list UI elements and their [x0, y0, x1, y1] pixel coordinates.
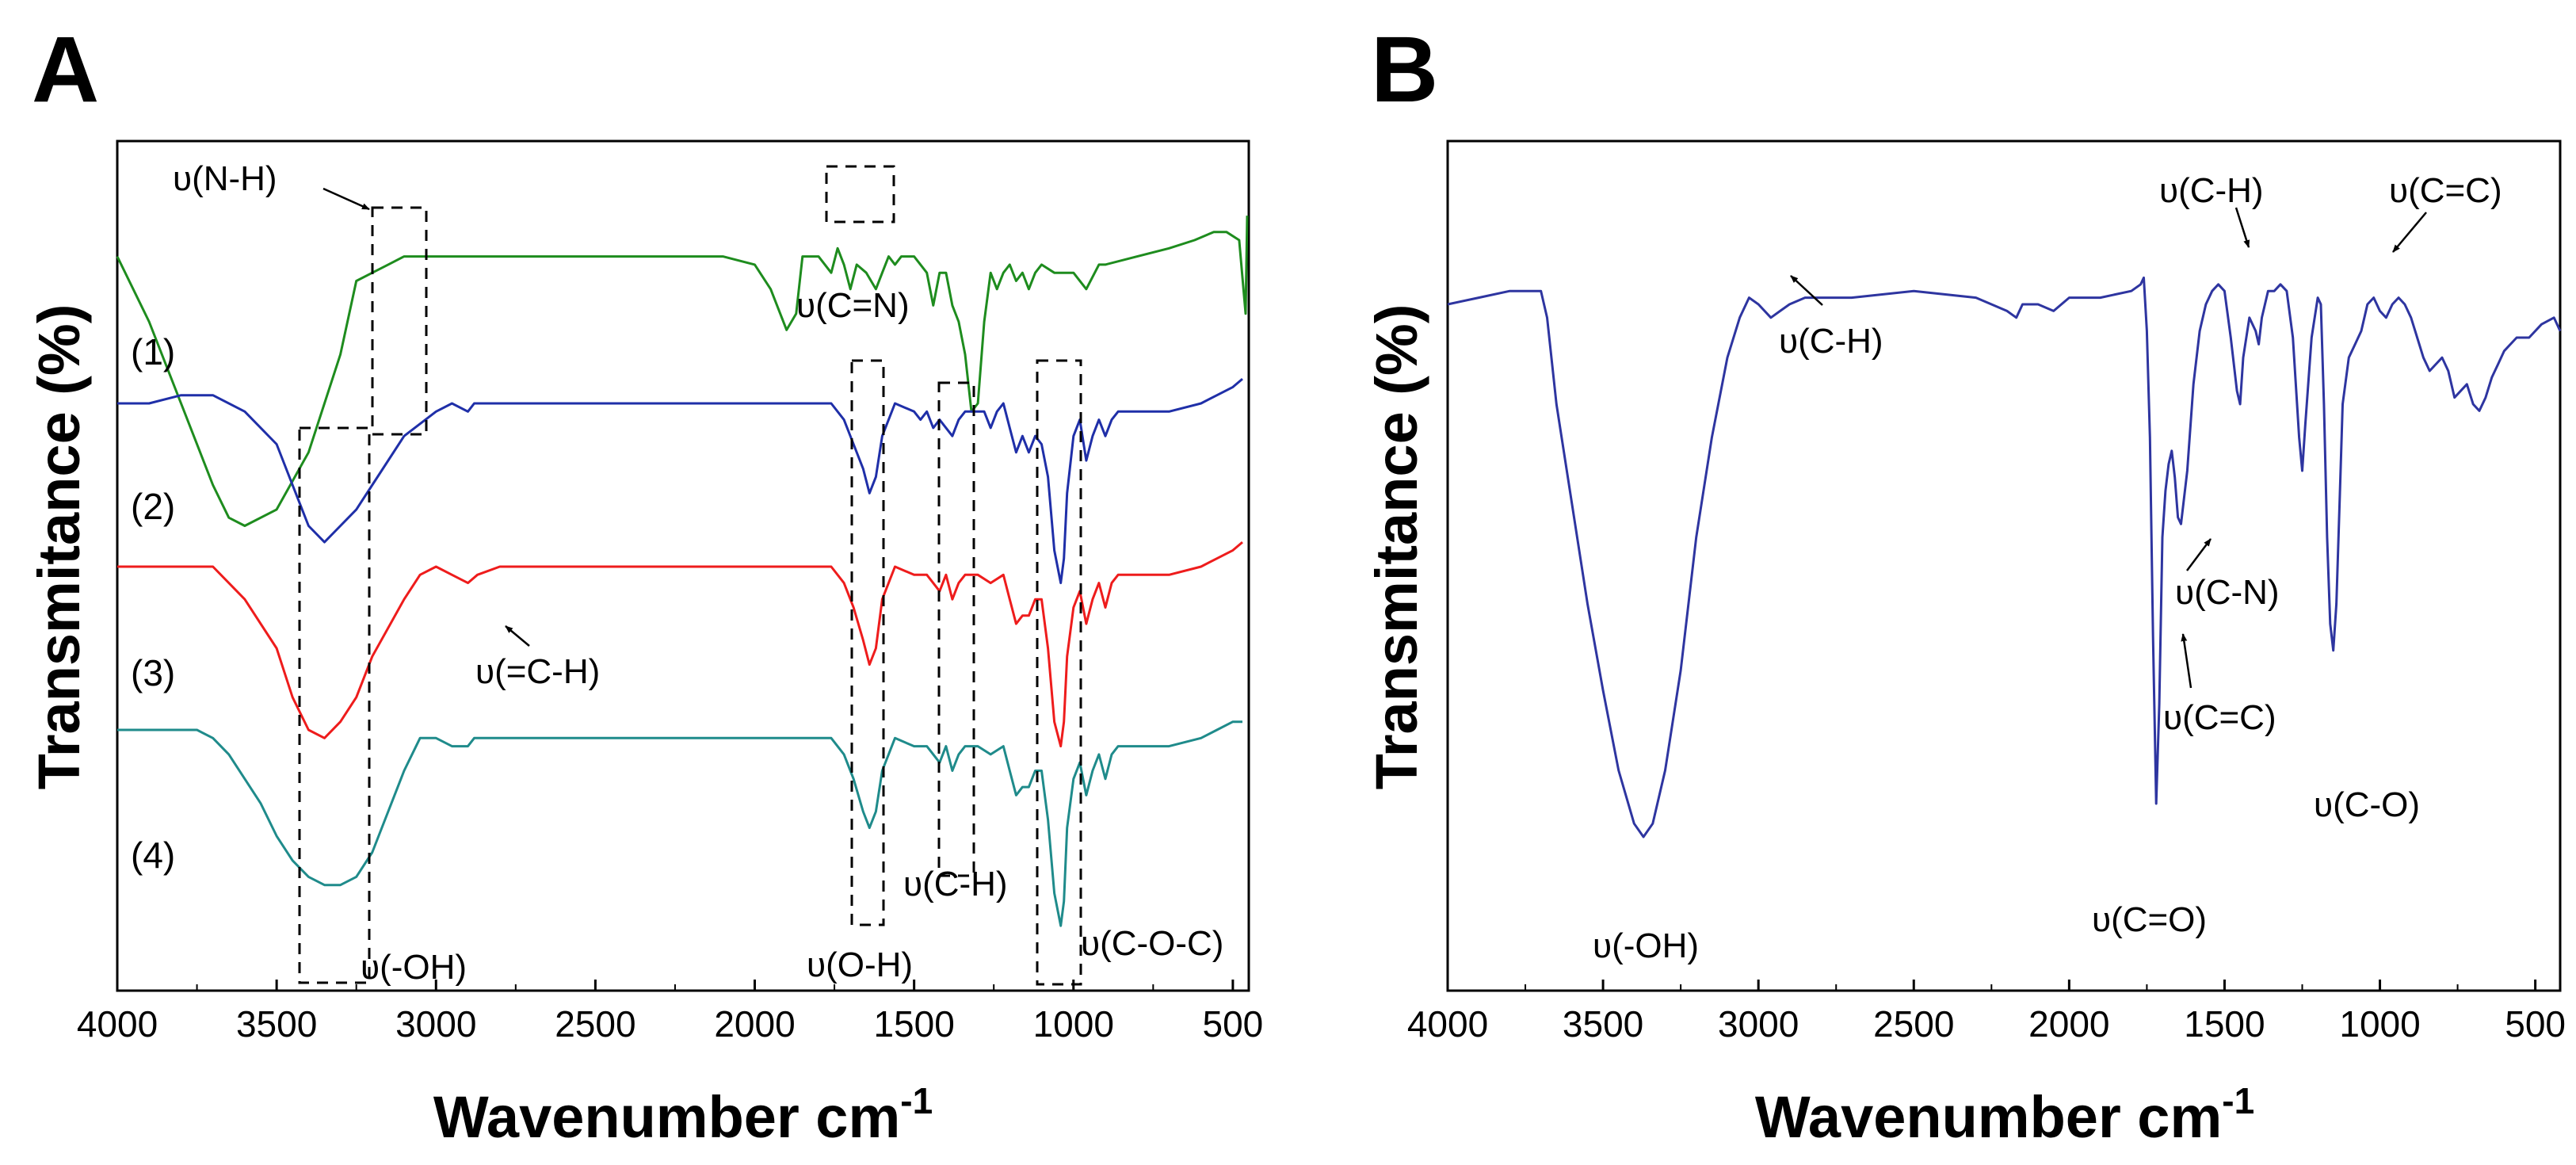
box-nh: [371, 206, 428, 436]
panel-b-x-tick-label: 1500: [2184, 1003, 2265, 1045]
box-cn: [825, 165, 895, 223]
panel-b-x-tick-label: 500: [2505, 1003, 2566, 1045]
annot-b-c-eq-o: υ(C=O): [2092, 900, 2207, 939]
panel-a-dashed-boxes: [298, 165, 1082, 986]
panel-b-x-axis-sup: -1: [2222, 1080, 2254, 1121]
panel-a-series-line-4: [117, 720, 1242, 927]
arrow-n-h: [322, 187, 370, 211]
box-o-h: [850, 359, 885, 926]
panel-a-x-axis-title: Wavenumber cm-1: [433, 1080, 933, 1150]
panel-a-letter: A: [32, 17, 99, 122]
panel-a: A Transmitance (%) 4000 3500 3000 2500 2000 1…: [26, 17, 1263, 1150]
arrow-b-c-c-mid: [2181, 633, 2192, 689]
annot-eq-c-h: υ(=C-H): [475, 652, 600, 691]
panel-a-series-line-2: [117, 377, 1243, 585]
panel-b-letter: B: [1371, 17, 1438, 122]
panel-b-x-axis-title: Wavenumber cm-1: [1755, 1080, 2254, 1150]
annot-b-oh: υ(-OH): [1593, 926, 1699, 965]
panel-b: B Transmitance (%) 4000 3500 3000 2500 2000 1…: [1364, 17, 2566, 1150]
panel-a-x-tick-label: 500: [1203, 1003, 1264, 1045]
panel-b-x-tick-label: 2500: [1873, 1003, 1954, 1045]
panel-b-series: [1447, 276, 2562, 838]
panel-a-series-line-3: [117, 540, 1243, 748]
panel-a-x-ticks: 4000 3500 3000 2500 2000 1500 1000 500: [77, 980, 1263, 1045]
annot-b-c-c-right: υ(C=C): [2389, 171, 2502, 210]
series-label-2: (2): [131, 486, 175, 527]
panel-a-series-line-1: [116, 216, 1249, 527]
series-label-1: (1): [131, 331, 175, 372]
annot-oh: υ(-OH): [361, 948, 467, 987]
panel-a-x-tick-label: 1000: [1033, 1003, 1114, 1045]
annot-c-o-c: υ(C-O-C): [1081, 924, 1223, 963]
panel-a-x-tick-label: 3000: [395, 1003, 476, 1045]
arrow-eq-c-h: [505, 625, 530, 647]
panel-b-x-tick-label: 3000: [1718, 1003, 1799, 1045]
arrow-b-c-h-top: [2234, 207, 2250, 248]
panel-b-y-axis-title: Transmitance (%): [1364, 304, 1429, 790]
annot-b-c-h-left: υ(C-H): [1779, 322, 1883, 361]
annot-c-h: υ(C-H): [903, 865, 1008, 903]
panel-a-x-tick-label: 1500: [873, 1003, 954, 1045]
arrow-b-c-n: [2186, 538, 2212, 571]
box-oh: [298, 426, 371, 984]
series-label-3: (3): [131, 652, 175, 693]
panel-b-x-tick-label: 4000: [1407, 1003, 1488, 1045]
panel-a-x-tick-label: 2000: [714, 1003, 795, 1045]
annot-b-c-c-mid: υ(C=C): [2163, 698, 2276, 737]
panel-a-x-tick-label: 2500: [555, 1003, 635, 1045]
panel-b-plot-frame: [1446, 139, 2562, 992]
box-c-o-c: [1036, 359, 1082, 986]
panel-b-series-line-1: [1447, 276, 2562, 838]
annot-b-c-o: υ(C-O): [2314, 785, 2420, 824]
panel-a-y-axis-title: Transmitance (%): [26, 304, 92, 790]
annot-c-n: υ(C=N): [796, 286, 910, 325]
arrow-b-c-c-right: [2392, 212, 2427, 253]
panel-b-x-tick-label: 1000: [2339, 1003, 2420, 1045]
annot-o-h: υ(O-H): [807, 945, 913, 984]
panel-b-x-ticks: 4000 3500 3000 2500 2000 1500 1000 500: [1407, 980, 2566, 1045]
panel-a-x-tick-label: 4000: [77, 1003, 158, 1045]
panel-b-x-tick-label: 3500: [1563, 1003, 1643, 1045]
series-label-4: (4): [131, 835, 175, 876]
box-c-h: [937, 381, 975, 877]
panel-a-series: [116, 216, 1249, 927]
panel-a-x-axis-sup: -1: [900, 1080, 933, 1121]
panel-a-x-tick-label: 3500: [236, 1003, 317, 1045]
annot-n-h: υ(N-H): [173, 159, 277, 198]
annot-b-c-n: υ(C-N): [2175, 573, 2280, 612]
panel-b-x-tick-label: 2000: [2028, 1003, 2109, 1045]
arrow-b-c-h-left: [1790, 275, 1823, 306]
annot-b-c-h-top: υ(C-H): [2159, 171, 2264, 210]
